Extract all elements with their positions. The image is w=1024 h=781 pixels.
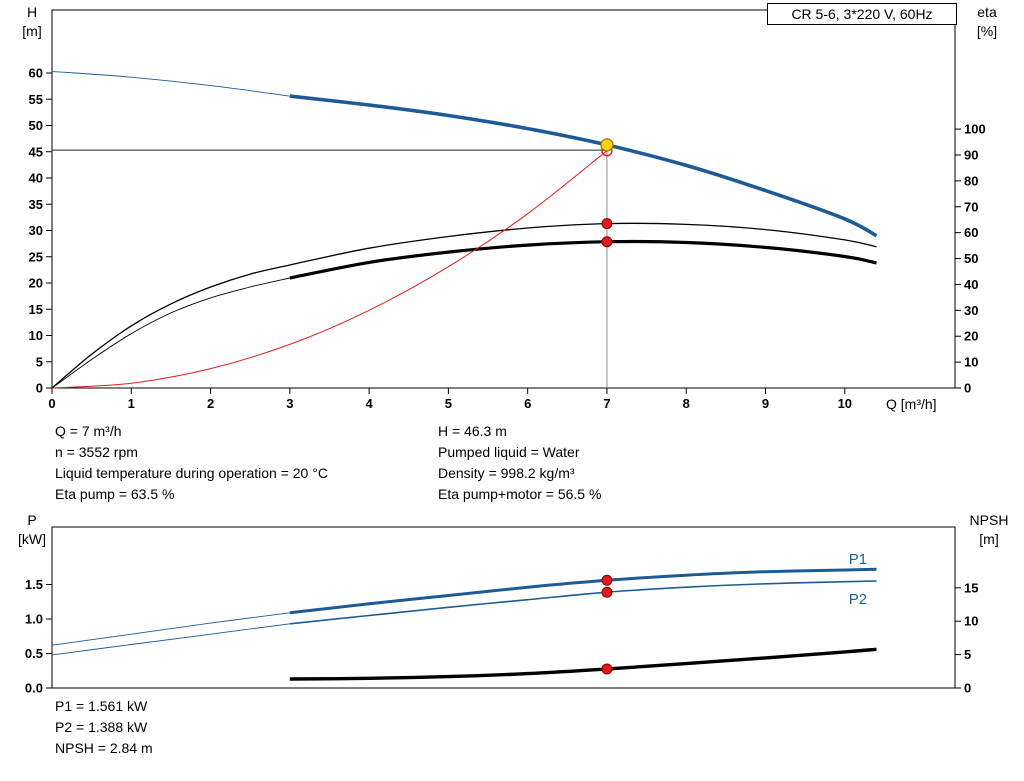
qh-right-tick-label: 10 xyxy=(964,355,978,370)
qh-x-tick-label: 9 xyxy=(762,396,769,411)
qh-left-tick-label: 25 xyxy=(29,249,43,264)
qh-x-tick-label: 1 xyxy=(128,396,135,411)
qh-right-tick-label: 30 xyxy=(964,303,978,318)
q-axis-title: Q [m³/h] xyxy=(886,396,937,412)
npsh-axis-letter: NPSH xyxy=(969,512,1009,528)
series-eta-pump xyxy=(51,222,877,389)
qh-right-tick-label: 80 xyxy=(964,173,978,188)
eta-axis-unit: [%] xyxy=(976,23,998,39)
curve-label-P2: P2 xyxy=(849,591,867,608)
annotation-pumped-liquid: Pumped liquid = Water xyxy=(438,444,580,460)
series-p1-lead xyxy=(51,612,290,646)
qh-x-tick-label: 5 xyxy=(445,396,452,411)
marker-npsh-point xyxy=(601,663,613,675)
series-head xyxy=(289,94,878,238)
qh-left-tick-label: 15 xyxy=(29,302,43,317)
power-right-tick-label: 5 xyxy=(964,647,971,662)
qh-right-tick-label: 20 xyxy=(964,329,978,344)
power-left-tick-label: 0.0 xyxy=(25,681,43,696)
series-npsh xyxy=(289,647,877,681)
annotation-q: Q = 7 m³/h xyxy=(55,423,122,439)
eta-axis-letter: eta xyxy=(977,4,997,20)
qh-x-tick-label: 10 xyxy=(838,396,852,411)
qh-x-tick-label: 6 xyxy=(524,396,531,411)
power-right-tick-label: 0 xyxy=(964,681,971,696)
power-left-tick-label: 0.5 xyxy=(25,646,43,661)
qh-left-tick-label: 55 xyxy=(29,92,43,107)
qh-x-tick-label: 0 xyxy=(48,396,55,411)
series-p1 xyxy=(289,567,877,615)
qh-right-tick-label: 90 xyxy=(964,147,978,162)
qh-right-tick-label: 0 xyxy=(964,381,971,396)
qh-left-tick-label: 0 xyxy=(36,381,43,396)
annotation-p2: P2 = 1.388 kW xyxy=(55,719,148,735)
h-axis-unit: [m] xyxy=(22,23,42,39)
marker-eta-pump-motor-point xyxy=(601,236,613,248)
qh-x-tick-label: 3 xyxy=(286,396,293,411)
qh-left-tick-label: 10 xyxy=(29,328,43,343)
series-p2-lead xyxy=(51,623,290,656)
power-left-tick-label: 1.0 xyxy=(25,611,43,626)
marker-eta-pump-point xyxy=(601,218,613,230)
power-left-axis-title: P [kW] xyxy=(8,511,56,549)
annotation-density: Density = 998.2 kg/m³ xyxy=(438,465,575,481)
qh-x-tick-label: 2 xyxy=(207,396,214,411)
series-duty-curve xyxy=(51,150,608,389)
series-head-lead xyxy=(51,70,290,97)
annotation-p1: P1 = 1.561 kW xyxy=(55,698,148,714)
marker-p2-point xyxy=(601,586,613,598)
qh-left-tick-label: 35 xyxy=(29,197,43,212)
power-right-tick-label: 10 xyxy=(964,614,978,629)
annotation-eta-pump-motor: Eta pump+motor = 56.5 % xyxy=(438,486,602,502)
qh-left-axis-title: H [m] xyxy=(11,3,53,41)
qh-right-tick-label: 100 xyxy=(964,122,986,137)
annotation-npsh: NPSH = 2.84 m xyxy=(55,740,153,756)
power-right-tick-label: 15 xyxy=(964,580,978,595)
qh-left-tick-label: 50 xyxy=(29,118,43,133)
qh-right-tick-label: 40 xyxy=(964,277,978,292)
qh-left-tick-label: 40 xyxy=(29,171,43,186)
annotation-speed: n = 3552 rpm xyxy=(55,444,138,460)
qh-x-tick-label: 7 xyxy=(603,396,610,411)
power-plot-border xyxy=(51,526,956,689)
power-right-axis-title: NPSH [m] xyxy=(960,511,1018,549)
annotation-liquid-temp: Liquid temperature during operation = 20… xyxy=(55,465,328,481)
pump-title-box: CR 5-6, 3*220 V, 60Hz xyxy=(767,3,957,25)
qh-plot-border xyxy=(51,9,956,389)
h-axis-letter: H xyxy=(26,4,38,20)
qh-left-tick-label: 30 xyxy=(29,223,43,238)
qh-x-tick-label: 4 xyxy=(366,396,374,411)
qh-right-tick-label: 50 xyxy=(964,251,978,266)
qh-left-tick-label: 20 xyxy=(29,276,43,291)
annotation-head: H = 46.3 m xyxy=(438,423,507,439)
p-axis-letter: P xyxy=(27,512,37,528)
marker-operating-point xyxy=(600,138,614,152)
curve-label-P1: P1 xyxy=(849,551,867,568)
qh-left-tick-label: 60 xyxy=(29,66,43,81)
marker-p1-point xyxy=(601,574,613,586)
series-eta-pump-motor-lead xyxy=(51,277,290,389)
qh-left-tick-label: 45 xyxy=(29,144,43,159)
qh-x-tick-label: 8 xyxy=(683,396,690,411)
qh-right-tick-label: 70 xyxy=(964,199,978,214)
annotation-eta-pump: Eta pump = 63.5 % xyxy=(55,486,175,502)
qh-right-axis-title: eta [%] xyxy=(964,3,1010,41)
qh-left-tick-label: 5 xyxy=(36,354,43,369)
npsh-axis-unit: [m] xyxy=(979,531,999,547)
p-axis-unit: [kW] xyxy=(18,531,46,547)
qh-right-tick-label: 60 xyxy=(964,225,978,240)
power-left-tick-label: 1.5 xyxy=(25,577,43,592)
